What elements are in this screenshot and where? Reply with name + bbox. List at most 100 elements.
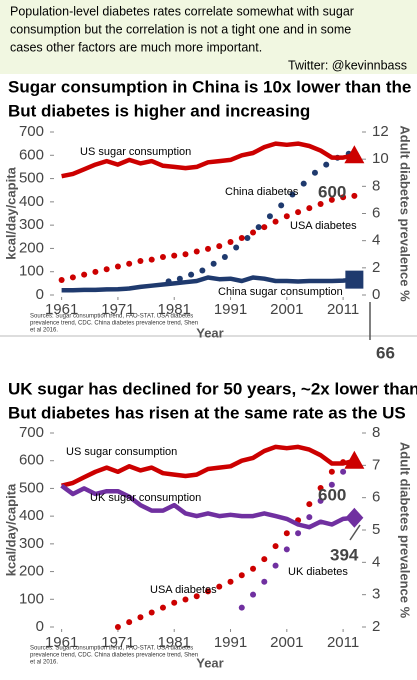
series-line [61,444,355,488]
data-dot [317,484,324,491]
data-dot [182,251,189,258]
y-tick-label: 500 [19,170,44,187]
series-label: UK diabetes [288,566,348,578]
data-dot [81,271,88,278]
x-axis-label: Year [196,325,223,340]
y2-tick-label: 4 [372,553,380,570]
y2-tick-label: 7 [372,456,380,473]
data-dot [137,258,144,265]
y-tick-label: 600 [19,146,44,163]
data-dot [311,169,318,176]
series-line [60,483,355,530]
data-dot [272,218,279,225]
y2-tick-label: 12 [372,123,389,140]
data-dot [205,245,211,252]
y-tick-label: 300 [19,535,44,552]
data-dot [351,192,358,199]
header-line: consumption but the correlation is not a… [10,22,351,36]
data-dot [317,497,324,504]
series-label: USA diabetes [150,584,217,596]
y-tick-label: 300 [19,216,44,233]
data-dot [306,514,313,521]
y-tick-label: 700 [19,123,44,140]
data-dot [340,194,347,201]
data-dot [92,268,99,275]
y2-tick-label: 5 [372,521,380,538]
end-marker [345,507,364,528]
source-note: Sources: Sugar consumption trend, FAO-ST… [30,314,193,320]
x-axis-label: Year [196,655,223,670]
data-dot [233,244,240,251]
y2-axis-label: Adult diabetes prevalence % [398,125,413,302]
data-dot [283,546,290,553]
data-dot [289,191,296,198]
annotation: 600 [318,485,346,504]
x-tick-label: 1971 [101,634,134,651]
data-dot [283,530,290,537]
y2-tick-label: 8 [372,177,380,194]
data-dot [114,263,121,270]
y-tick-label: 500 [19,479,44,496]
end-marker [344,450,365,469]
x-tick-label: 1961 [45,634,78,651]
x-tick-label: 2011 [327,634,359,651]
data-dot [58,277,65,284]
y-tick-label: 200 [19,563,44,580]
series-line [61,141,355,179]
data-dot [199,267,206,274]
data-dot [261,224,268,231]
data-dot [328,196,335,203]
chart-title: Sugar consumption in China is 10x lower … [8,77,417,96]
end-marker [345,270,364,289]
data-dot [238,234,245,241]
y-tick-label: 0 [36,286,44,303]
data-dot [272,543,279,550]
data-dot [159,604,166,611]
data-dot [221,253,228,260]
y-tick-label: 0 [36,618,44,635]
y-axis-label: kcal/day/capita [3,166,18,259]
source-note: et al 2016. [30,660,58,666]
data-dot [295,209,302,216]
header-line: cases other factors are much more import… [10,40,262,54]
header-background [0,0,417,74]
data-dot [103,266,110,273]
y-tick-label: 700 [19,424,44,441]
data-dot [182,596,189,603]
source-note: prevalence trend, CDC. China diabetes pr… [30,653,198,659]
header-credit: Twitter: @kevinnbass [288,58,407,72]
data-dot [69,274,76,281]
data-dot [238,604,245,611]
x-tick-label: 1991 [214,634,247,651]
data-dot [266,213,273,220]
x-tick-label: 1981 [158,634,191,651]
y2-tick-label: 3 [372,586,380,603]
data-dot [216,243,223,250]
data-dot [295,530,302,537]
series-line [61,275,355,293]
data-dot [171,599,178,606]
data-dot [340,468,347,475]
chart-title: UK sugar has declined for 50 years, ~2x … [8,379,417,398]
data-dot [205,588,211,595]
annotation-leader [349,524,361,541]
data-dot [193,248,200,255]
x-tick-label: 2001 [270,301,303,318]
source-note: et al 2016. [30,328,58,334]
data-dot [114,624,121,630]
x-tick-label: 2001 [270,634,303,651]
data-dot [300,180,307,187]
data-dot [261,556,268,563]
data-dot [328,468,335,475]
data-dot [210,260,217,267]
data-dot [171,252,178,259]
y-tick-label: 100 [19,590,44,607]
y-tick-label: 200 [19,239,44,256]
annotation: 66 [376,343,395,362]
y2-tick-label: 2 [372,259,380,276]
data-dot [306,501,313,508]
data-dot [148,609,155,616]
data-dot [126,260,133,267]
series-label: US sugar consumption [80,146,191,158]
data-dot [126,619,133,626]
